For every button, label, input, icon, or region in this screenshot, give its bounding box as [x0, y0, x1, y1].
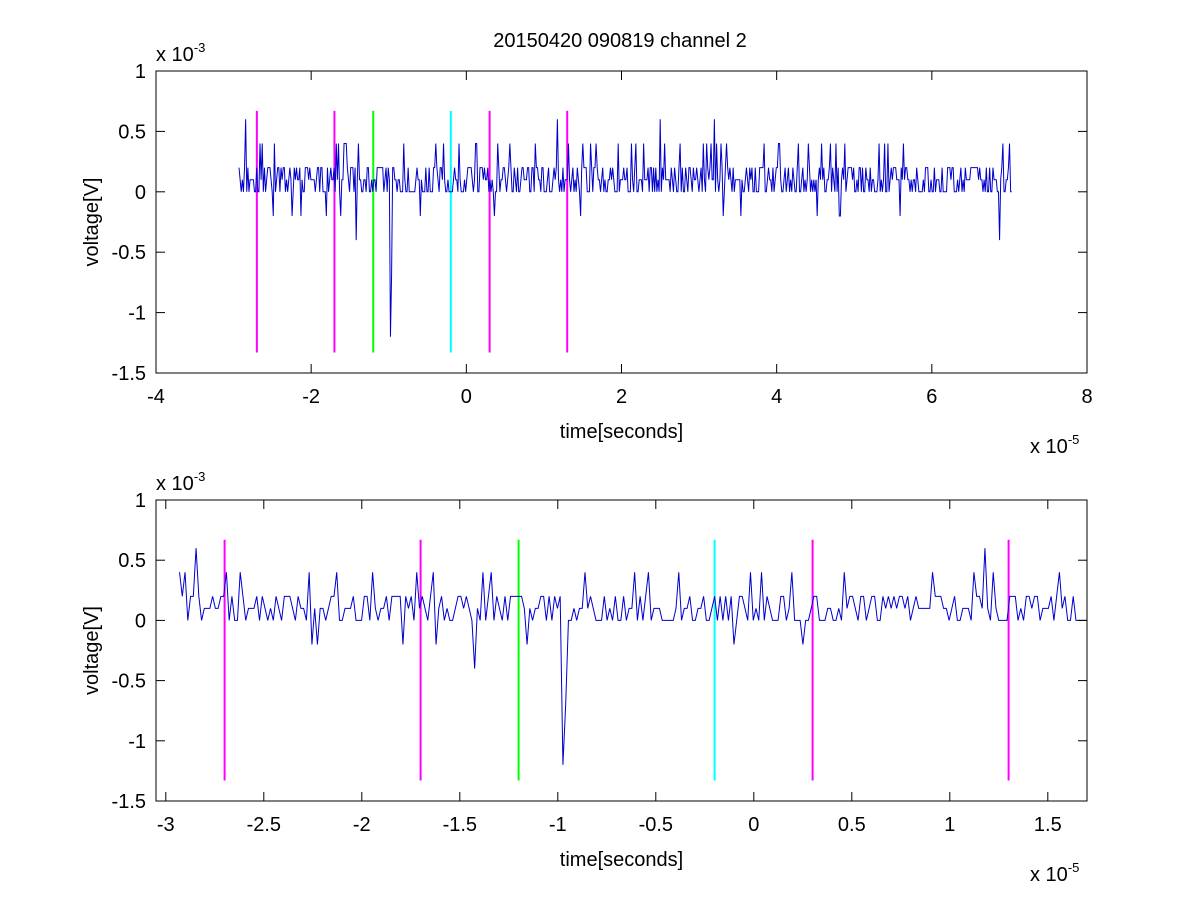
bottom-x-tick-label: -1.5 [443, 814, 477, 836]
bottom-y-tick-label: -0.5 [112, 671, 146, 693]
top-x-tick-label: 0 [461, 386, 472, 408]
top-y-tick-label: -0.5 [112, 242, 146, 264]
bottom-x-exponent-label: x 10-5 [1030, 860, 1079, 886]
bottom-y-exponent-label: x 10-3 [156, 469, 205, 495]
top-x-exponent-label: x 10-5 [1030, 432, 1079, 458]
bottom-x-axis-label: time[seconds] [560, 849, 683, 871]
top-x-ticks: -4 -2 0 2 4 6 8 [147, 71, 1093, 408]
top-x-tick-label: 4 [771, 386, 782, 408]
top-y-tick-label: 1 [135, 61, 146, 83]
bottom-x-tick-label: 0.5 [838, 814, 866, 836]
top-axes-frame [155, 70, 1088, 374]
top-marker-lines [255, 110, 569, 353]
bottom-axes-frame [155, 499, 1088, 802]
bottom-marker-lines [223, 539, 1010, 781]
top-x-axis-label: time[seconds] [560, 421, 683, 443]
bottom-x-tick-label: -2 [353, 814, 371, 836]
bottom-signal-group [179, 548, 1087, 765]
bottom-x-exponent-power: -5 [1068, 860, 1080, 875]
top-x-tick-label: 2 [616, 386, 627, 408]
bottom-x-tick-label: -1 [549, 814, 567, 836]
top-y-exponent-power: -3 [194, 40, 206, 55]
bottom-y-tick-label: -1.5 [112, 791, 146, 813]
bottom-subplot: -3 -2.5 -2 -1.5 -1 -0.5 0 0.5 1 1.5 -1.5 -1 -0.5 0 0.… [81, 469, 1088, 886]
bottom-y-ticks: -1.5 -1 -0.5 0 0.5 1 [112, 490, 1087, 813]
bottom-y-axis-label: voltage[V] [81, 606, 103, 695]
top-y-ticks: -1.5 -1 -0.5 0 0.5 1 [112, 61, 1087, 385]
top-y-tick-label: -1.5 [112, 363, 146, 385]
bottom-y-exponent-power: -3 [194, 469, 206, 484]
top-y-exponent-base: x 10 [156, 44, 194, 66]
bottom-y-exponent-base: x 10 [156, 473, 194, 495]
bottom-y-tick-label: 0.5 [118, 550, 146, 572]
top-x-tick-label: -2 [302, 386, 320, 408]
top-x-tick-label: -4 [147, 386, 165, 408]
top-y-tick-label: -1 [128, 303, 146, 325]
top-x-tick-label: 8 [1081, 386, 1092, 408]
bottom-y-tick-label: 0 [135, 610, 146, 632]
bottom-x-tick-label: -0.5 [639, 814, 673, 836]
bottom-y-tick-label: -1 [128, 731, 146, 753]
bottom-x-exponent-base: x 10 [1030, 864, 1068, 886]
bottom-x-tick-label: 0 [748, 814, 759, 836]
top-y-tick-label: 0 [135, 182, 146, 204]
bottom-x-tick-label: -3 [157, 814, 175, 836]
bottom-x-ticks: -3 -2.5 -2 -1.5 -1 -0.5 0 0.5 1 1.5 [157, 500, 1062, 836]
top-signal-group [238, 119, 1012, 337]
bottom-y-tick-label: 1 [135, 490, 146, 512]
top-x-exponent-power: -5 [1068, 432, 1080, 447]
bottom-x-tick-label: 1 [944, 814, 955, 836]
bottom-x-tick-label: 1.5 [1034, 814, 1062, 836]
top-y-exponent-label: x 10-3 [156, 40, 205, 66]
figure-title: 20150420 090819 channel 2 [493, 30, 747, 52]
top-x-tick-label: 6 [926, 386, 937, 408]
top-y-tick-label: 0.5 [118, 121, 146, 143]
top-signal-line [238, 119, 1012, 337]
bottom-x-tick-label: -2.5 [247, 814, 281, 836]
top-x-exponent-base: x 10 [1030, 436, 1068, 458]
top-y-axis-label: voltage[V] [81, 178, 103, 267]
bottom-signal-line [179, 548, 1087, 765]
top-subplot: -4 -2 0 2 4 6 8 -1.5-1-0.500.51 time[seconds] … [81, 40, 1093, 458]
